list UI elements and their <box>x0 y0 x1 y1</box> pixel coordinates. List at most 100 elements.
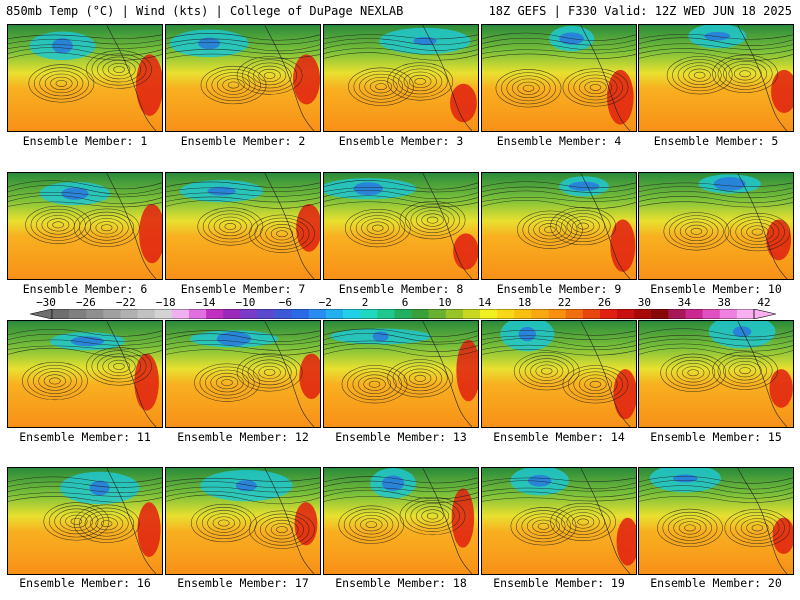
contour-line <box>728 360 762 381</box>
contour-line <box>639 34 793 40</box>
contour-line <box>735 515 780 541</box>
contour-line <box>349 511 394 538</box>
colorbar-swatch <box>206 309 224 319</box>
contour-line <box>712 351 778 390</box>
contour-line <box>405 500 460 532</box>
contour-line <box>724 508 791 548</box>
contour-line <box>639 335 793 341</box>
contour-line <box>415 210 450 230</box>
contour-line <box>90 513 124 534</box>
contour-line <box>392 65 448 98</box>
coastline <box>264 321 315 427</box>
contour-line <box>541 367 553 375</box>
colorbar-tick-label: 30 <box>637 296 651 309</box>
contour-line <box>28 64 95 103</box>
contour-line <box>410 207 455 233</box>
contour-line <box>506 75 551 102</box>
contour-line <box>166 200 320 209</box>
ensemble-member-label: Ensemble Member: 17 <box>177 576 309 590</box>
contour-line <box>532 519 555 533</box>
contour-line <box>8 347 162 357</box>
colorbar-swatch <box>599 309 618 319</box>
contour-line <box>584 80 607 94</box>
contour-line <box>344 208 411 248</box>
contour-line <box>324 496 478 503</box>
contour-line <box>687 369 699 377</box>
contour-line <box>200 65 267 105</box>
contour-line <box>665 356 721 389</box>
contour-line <box>38 371 72 391</box>
contour-line <box>8 481 162 488</box>
contour-line <box>365 521 378 529</box>
contour-line <box>482 42 636 51</box>
contour-line <box>33 67 89 100</box>
colorbar-tick-label: −2 <box>318 296 332 309</box>
ensemble-map-panel <box>638 320 794 428</box>
contour-line <box>723 60 768 87</box>
coastline <box>737 321 788 427</box>
contour-line <box>8 201 162 208</box>
contour-line <box>398 68 443 95</box>
contour-line <box>47 218 70 232</box>
contour-line <box>733 364 757 378</box>
coastline <box>106 321 157 427</box>
contour-line <box>54 508 99 535</box>
contour-line <box>639 182 793 188</box>
contour-line <box>693 71 706 79</box>
contour-line <box>236 353 303 392</box>
contour-line <box>324 195 478 204</box>
contour-line <box>482 480 636 489</box>
contour-line <box>568 368 623 401</box>
cold-core <box>518 326 536 342</box>
contour-line <box>8 191 162 198</box>
contour-line <box>685 224 708 238</box>
contour-line <box>724 212 791 252</box>
colorbar-swatch <box>531 309 549 319</box>
ensemble-member-label: Ensemble Member: 18 <box>335 576 467 590</box>
contour-line <box>324 38 478 46</box>
contour-line <box>361 218 395 238</box>
colorbar-swatch <box>291 309 310 319</box>
contour-line <box>482 477 636 483</box>
contour-line <box>166 38 320 45</box>
contour-line <box>166 494 320 505</box>
contour-line <box>639 195 793 204</box>
ensemble-member-label: Ensemble Member: 1 <box>22 134 148 148</box>
contour-line <box>48 505 104 538</box>
contour-line <box>672 59 728 92</box>
contour-line <box>723 357 768 384</box>
contour-line <box>8 345 162 350</box>
colorbar-tick-label: 14 <box>478 296 492 309</box>
contour-line <box>589 84 602 91</box>
contour-line <box>482 190 636 199</box>
contour-line <box>216 75 251 95</box>
contour-line <box>578 374 613 395</box>
warm-air-region <box>456 339 478 402</box>
contour-line <box>639 201 793 208</box>
cold-core <box>732 326 752 338</box>
contour-line <box>746 521 769 535</box>
cold-core <box>61 187 89 200</box>
cold-core <box>713 177 746 191</box>
contour-line <box>324 328 478 337</box>
contour-line <box>254 217 310 250</box>
contour-line <box>242 59 298 92</box>
cold-core <box>353 182 383 196</box>
warm-air-region <box>294 502 318 546</box>
contour-line <box>482 491 636 498</box>
contour-line <box>526 516 561 536</box>
contour-line <box>95 221 118 235</box>
contour-line <box>375 83 387 91</box>
warm-air-region <box>607 69 634 125</box>
contour-line <box>510 507 577 546</box>
contour-line <box>324 480 478 489</box>
colorbar-tick-label: −14 <box>195 296 216 309</box>
ensemble-member-label: Ensemble Member: 16 <box>19 576 151 590</box>
cold-core <box>235 480 257 492</box>
contour-line <box>324 201 478 208</box>
contour-line <box>527 216 572 243</box>
colorbar-swatch <box>257 309 275 319</box>
contour-line <box>102 356 136 377</box>
cold-core <box>568 181 600 192</box>
cold-core <box>52 38 73 54</box>
